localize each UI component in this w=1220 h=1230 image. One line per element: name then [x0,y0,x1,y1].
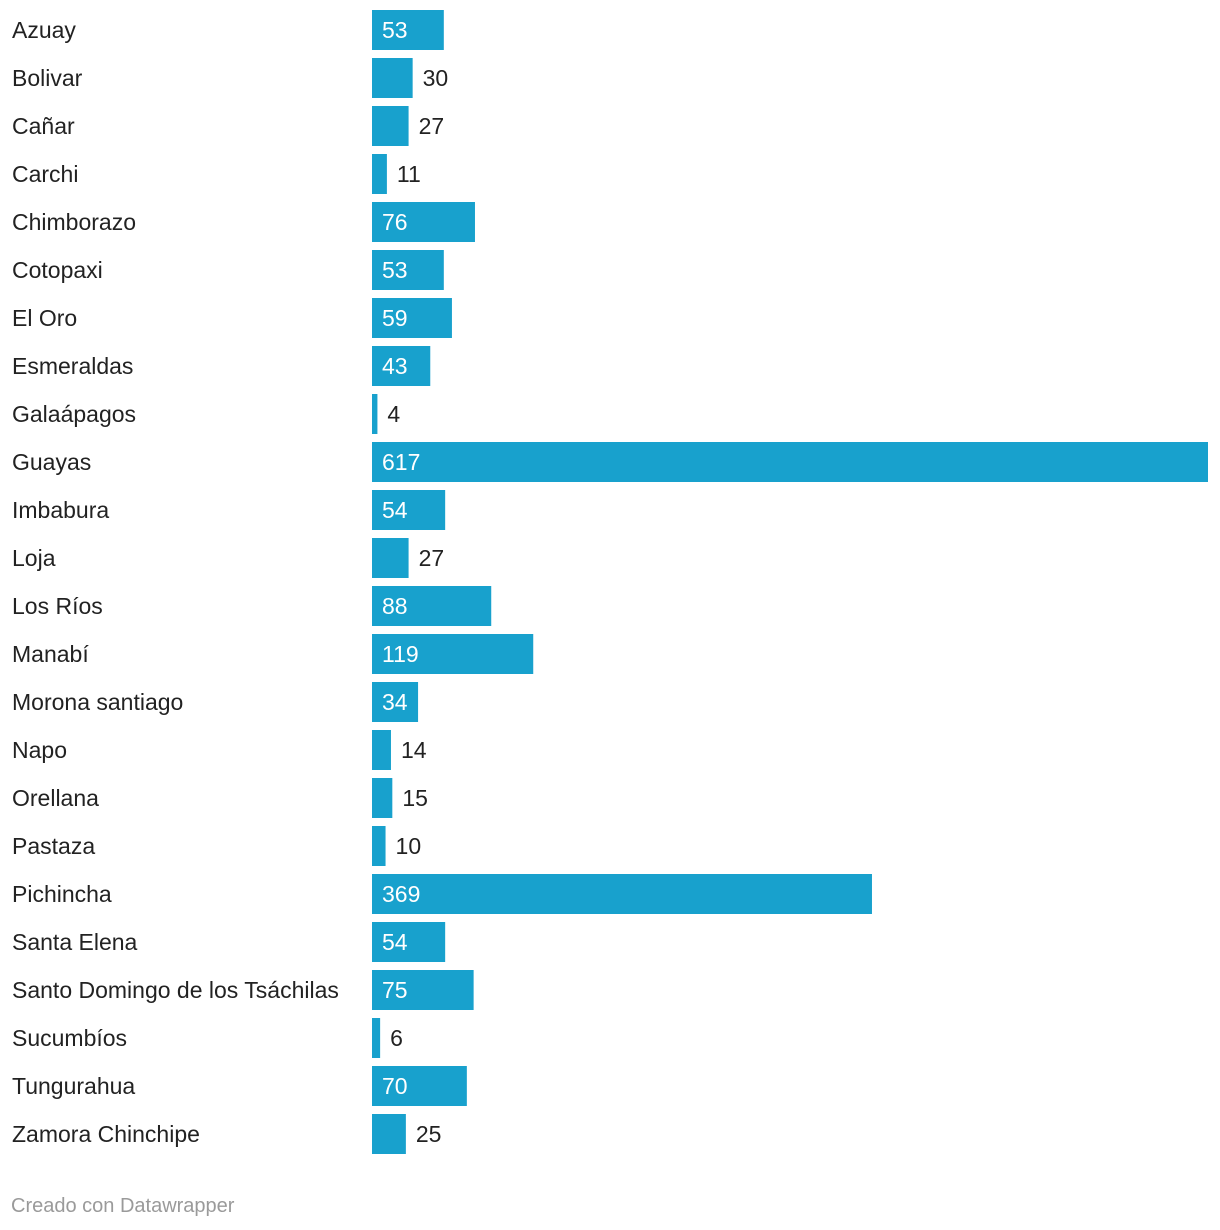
bar [372,970,474,1010]
bar-row: Carchi 11 [12,154,421,194]
bar [372,490,446,530]
bar-row: Chimborazo 76 [12,202,475,242]
value-label: 369 [382,881,420,907]
category-label: Santo Domingo de los Tsáchilas [12,977,339,1003]
bar [372,442,1208,482]
category-label: Galaápagos [12,401,136,427]
bar [372,1114,406,1154]
value-label: 54 [382,929,408,955]
value-label: 75 [382,977,408,1003]
bar-row: Bolivar 30 [12,58,448,98]
bar [372,1018,381,1058]
category-label: Orellana [12,785,99,811]
category-label: Imbabura [12,497,109,523]
value-label: 27 [419,113,445,139]
bar-row: Zamora Chinchipe 25 [12,1114,441,1154]
bar-row: Loja 27 [12,538,444,578]
value-label: 25 [416,1121,442,1147]
bar-row: Pastaza 10 [12,826,421,866]
bar-row: Morona santiago 34 [12,682,419,722]
category-label: Morona santiago [12,689,183,715]
bar [372,250,444,290]
value-label: 59 [382,305,408,331]
bar-row: Guayas 617 [12,442,1208,482]
datawrapper-credit[interactable]: Creado con Datawrapper [11,1195,235,1217]
value-label: 88 [382,593,408,619]
value-label: 14 [401,737,427,763]
bar-row: Cotopaxi 53 [12,250,444,290]
bar-row: Sucumbíos 6 [12,1018,403,1058]
category-label: Zamora Chinchipe [12,1121,200,1147]
category-label: Manabí [12,641,89,667]
value-label: 43 [382,353,408,379]
category-label: Esmeraldas [12,353,133,379]
bar [372,10,444,50]
bar [372,202,475,242]
category-label: Santa Elena [12,929,138,955]
bar [372,154,387,194]
category-label: Azuay [12,17,76,43]
category-label: Sucumbíos [12,1025,127,1051]
bar-row: Cañar 27 [12,106,444,146]
bar-row: Imbabura 54 [12,490,446,530]
value-label: 53 [382,17,408,43]
value-label: 15 [402,785,428,811]
category-label: Cotopaxi [12,257,103,283]
bar-row: Los Ríos 88 [12,586,492,626]
category-label: Bolivar [12,65,83,91]
value-label: 10 [396,833,422,859]
bar [372,298,452,338]
bar-row: Esmeraldas 43 [12,346,431,386]
category-label: Chimborazo [12,209,136,235]
bar-row: Galaápagos 4 [12,394,400,434]
category-label: Napo [12,737,67,763]
bar-row: Napo 14 [12,730,427,770]
value-label: 34 [382,689,408,715]
bar [372,826,386,866]
category-label: El Oro [12,305,77,331]
value-label: 53 [382,257,408,283]
bar [372,874,872,914]
bar-row: Tungurahua 70 [12,1066,467,1106]
bar-row: Santo Domingo de los Tsáchilas 75 [12,970,474,1010]
bar [372,394,378,434]
value-label: 6 [390,1025,403,1051]
bar-row: El Oro 59 [12,298,452,338]
value-label: 76 [382,209,408,235]
bar [372,730,391,770]
value-label: 4 [387,401,400,427]
bar [372,586,492,626]
bar [372,106,409,146]
bar-row: Santa Elena 54 [12,922,446,962]
bar-chart: Azuay 53 Bolivar 30 Cañar 27 Carchi 11 Chimboraz… [12,10,1208,1154]
bar [372,922,446,962]
value-label: 70 [382,1073,408,1099]
value-label: 54 [382,497,408,523]
value-label: 30 [423,65,449,91]
bar-row: Azuay 53 [12,10,444,50]
bar [372,634,534,674]
category-label: Pastaza [12,833,95,859]
category-label: Los Ríos [12,593,103,619]
bar-row: Manabí 119 [12,634,534,674]
value-label: 27 [419,545,445,571]
value-label: 11 [397,161,421,187]
value-label: 119 [382,641,419,667]
bar [372,346,431,386]
bar-row: Orellana 15 [12,778,428,818]
category-label: Cañar [12,113,75,139]
category-label: Pichincha [12,881,112,907]
bar [372,538,409,578]
category-label: Guayas [12,449,91,475]
bar [372,1066,467,1106]
bar [372,58,413,98]
bar [372,682,419,722]
category-label: Tungurahua [12,1073,135,1099]
value-label: 617 [382,449,420,475]
bar [372,778,393,818]
bar-row: Pichincha 369 [12,874,872,914]
category-label: Loja [12,545,56,571]
category-label: Carchi [12,161,78,187]
